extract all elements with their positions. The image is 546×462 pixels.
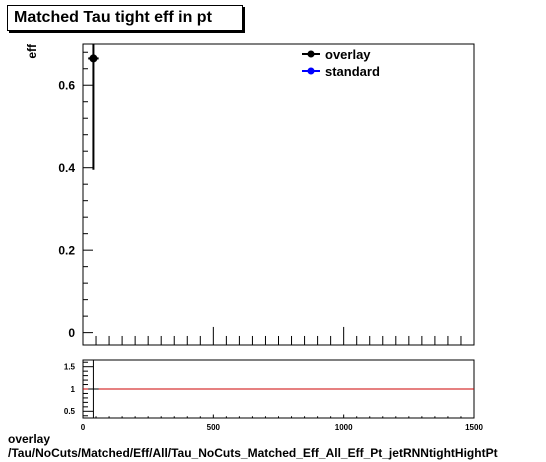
title-box: Matched Tau tight eff in pt xyxy=(7,5,243,31)
main-data-points xyxy=(88,44,99,170)
chart-title: Matched Tau tight eff in pt xyxy=(14,9,212,26)
main-y-tick-label: 0.2 xyxy=(58,243,75,257)
ratio-y-tick-label: 0.5 xyxy=(64,407,76,416)
ratio-x-tick-label: 500 xyxy=(207,423,221,432)
ratio-x-tick-label: 0 xyxy=(81,423,86,432)
main-y-tick-label: 0 xyxy=(68,326,75,340)
ratio-x-tick-label: 1000 xyxy=(335,423,353,432)
main-x-axis xyxy=(82,326,475,345)
ratio-y-axis: 0.5 1 1.5 xyxy=(64,361,93,417)
legend-label: standard xyxy=(325,64,380,79)
main-y-tick-label: 0.4 xyxy=(58,161,75,175)
main-y-axis: 0 0.2 0.4 0.6 xyxy=(58,51,93,340)
ratio-x-tick-label: 1500 xyxy=(465,423,483,432)
ratio-x-axis: 0 500 1000 1500 xyxy=(81,414,483,432)
ratio-y-tick-label: 1 xyxy=(71,385,76,394)
plot-frame-rect xyxy=(82,43,475,346)
main-plot-frame xyxy=(82,43,475,346)
y-axis-label: eff xyxy=(25,43,39,59)
legend-marker xyxy=(307,67,315,75)
ratio-y-tick-label: 1.5 xyxy=(64,362,76,371)
legend-marker xyxy=(307,50,315,58)
legend: overlay standard xyxy=(302,47,380,79)
legend-label: overlay xyxy=(325,47,371,62)
footer-line-1: overlay xyxy=(8,432,51,446)
main-y-tick-label: 0.6 xyxy=(58,78,75,92)
footer-line-2: /Tau/NoCuts/Matched/Eff/All/Tau_NoCuts_M… xyxy=(8,446,498,460)
ratio-data-points xyxy=(83,360,474,418)
data-point xyxy=(89,54,98,63)
